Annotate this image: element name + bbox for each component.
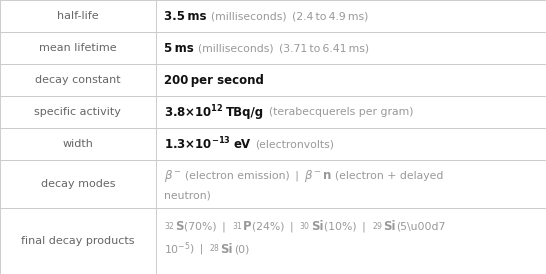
Text: (5\u00d7: (5\u00d7 (396, 222, 446, 232)
Text: $10^{-5}$: $10^{-5}$ (164, 241, 191, 257)
Text: half-life: half-life (57, 11, 99, 21)
Text: specific activity: specific activity (34, 107, 121, 117)
Text: 3.5 ms: 3.5 ms (164, 10, 206, 22)
Text: (10%) |: (10%) | (324, 221, 372, 232)
Text: (terabecquerels per gram): (terabecquerels per gram) (269, 107, 413, 117)
Text: Si: Si (221, 242, 233, 256)
Text: (electron emission) |: (electron emission) | (185, 171, 304, 181)
Text: ) |: ) | (191, 244, 209, 254)
Text: neutron): neutron) (164, 190, 211, 200)
Text: Si: Si (311, 220, 323, 233)
Text: 5 ms: 5 ms (164, 42, 193, 55)
Text: $^{31}$: $^{31}$ (232, 222, 242, 232)
Text: (electronvolts): (electronvolts) (255, 139, 334, 149)
Text: (24%) |: (24%) | (252, 221, 299, 232)
Text: (0): (0) (234, 244, 250, 254)
Text: (milliseconds) (2.4 to 4.9 ms): (milliseconds) (2.4 to 4.9 ms) (211, 11, 368, 21)
Text: $\beta^-$: $\beta^-$ (164, 168, 182, 184)
Text: decay constant: decay constant (35, 75, 121, 85)
Text: eV: eV (233, 138, 251, 151)
Text: $^{32}$: $^{32}$ (164, 222, 175, 232)
Text: 200 per second: 200 per second (164, 74, 264, 87)
Text: P: P (242, 220, 251, 233)
Text: width: width (62, 139, 93, 149)
Text: decay modes: decay modes (40, 179, 115, 189)
Text: mean lifetime: mean lifetime (39, 43, 117, 53)
Text: $^{29}$: $^{29}$ (372, 222, 383, 232)
Text: Si: Si (383, 220, 395, 233)
Text: $\mathbf{1.3{\times}10^{-13}}$: $\mathbf{1.3{\times}10^{-13}}$ (164, 136, 230, 153)
Text: TBq/g: TBq/g (226, 106, 264, 119)
Text: (electron + delayed: (electron + delayed (335, 171, 443, 181)
Text: $\mathbf{3.8{\times}10^{12}}$: $\mathbf{3.8{\times}10^{12}}$ (164, 104, 223, 121)
Text: final decay products: final decay products (21, 236, 134, 246)
Text: $^{28}$: $^{28}$ (209, 244, 221, 254)
Text: (milliseconds) (3.71 to 6.41 ms): (milliseconds) (3.71 to 6.41 ms) (198, 43, 369, 53)
Text: (70%) |: (70%) | (185, 221, 232, 232)
Text: S: S (175, 220, 183, 233)
Text: $\beta^-\mathbf{n}$: $\beta^-\mathbf{n}$ (304, 168, 332, 184)
Text: $^{30}$: $^{30}$ (299, 222, 311, 232)
